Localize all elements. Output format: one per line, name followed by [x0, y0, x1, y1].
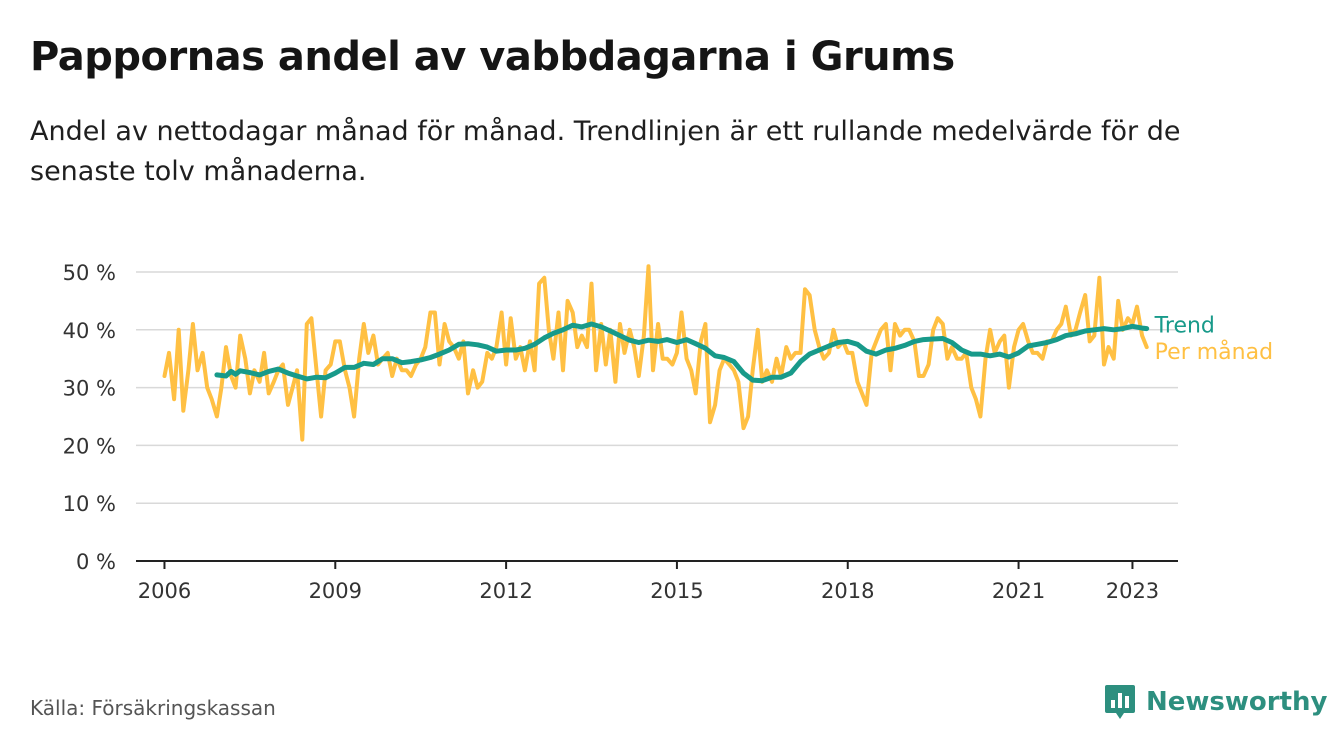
- y-tick-label: 10 %: [63, 492, 116, 516]
- x-tick-label: 2015: [650, 579, 703, 603]
- source-credit: Källa: Försäkringskassan: [30, 696, 276, 720]
- y-tick-label: 50 %: [63, 261, 116, 285]
- x-axis-tick-labels: 2006 2009 2012 2015 2018 2021 2023: [138, 561, 1159, 603]
- y-axis-tick-labels: 0 % 10 % 20 % 30 % 40 % 50 %: [63, 261, 116, 574]
- y-tick-label: 20 %: [63, 434, 116, 458]
- x-tick-label: 2012: [479, 579, 532, 603]
- y-tick-label: 0 %: [76, 550, 116, 574]
- x-tick-label: 2023: [1106, 579, 1159, 603]
- series-label-trend: Trend: [1154, 314, 1215, 339]
- series-label-per-manad: Per månad: [1155, 339, 1273, 365]
- series-lines: [162, 264, 1150, 442]
- chart-title: Pappornas andel av vabbdagarna i Grums: [30, 34, 955, 80]
- chart-subtitle: Andel av nettodagar månad för månad. Tre…: [30, 116, 1181, 187]
- brand-logo: Newsworthy: [1104, 682, 1327, 722]
- series-line-trend: [214, 321, 1150, 384]
- brand-name: Newsworthy: [1146, 687, 1328, 717]
- series-line-per-manad: [162, 264, 1149, 442]
- y-tick-label: 40 %: [63, 319, 116, 343]
- x-tick-label: 2009: [309, 579, 362, 603]
- x-tick-label: 2021: [992, 579, 1045, 603]
- newsworthy-chart-bubble-icon: [1105, 685, 1135, 719]
- grid-lines: [136, 271, 1178, 562]
- y-tick-label: 30 %: [63, 377, 116, 401]
- x-tick-label: 2006: [138, 579, 191, 603]
- x-tick-label: 2018: [821, 579, 874, 603]
